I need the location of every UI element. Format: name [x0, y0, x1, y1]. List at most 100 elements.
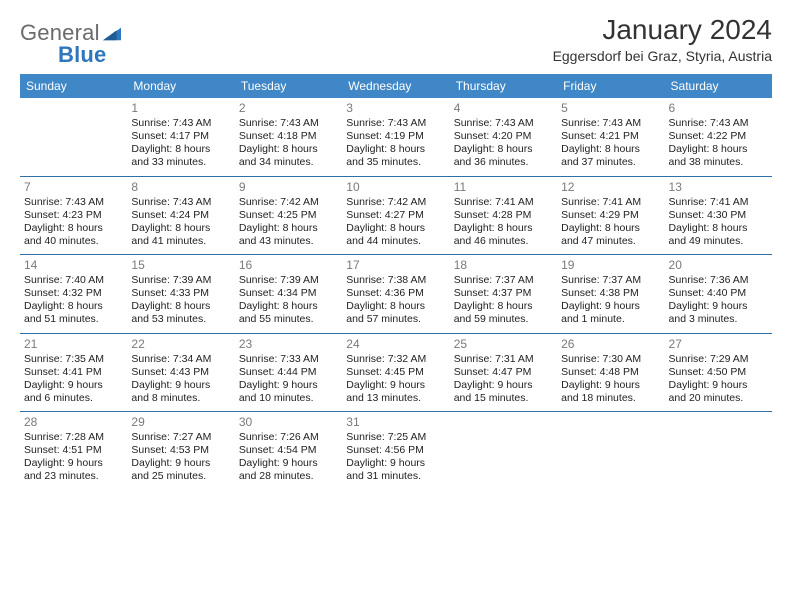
sunset-line: Sunset: 4:24 PM	[131, 209, 230, 222]
sunrise-line: Sunrise: 7:43 AM	[131, 117, 230, 130]
sunset-line: Sunset: 4:41 PM	[24, 366, 123, 379]
month-title: January 2024	[553, 14, 772, 46]
sunset-line: Sunset: 4:38 PM	[561, 287, 660, 300]
sunrise-line: Sunrise: 7:40 AM	[24, 274, 123, 287]
sunset-line: Sunset: 4:20 PM	[454, 130, 553, 143]
daylight-line: Daylight: 9 hours	[561, 379, 660, 392]
day-number: 6	[669, 101, 768, 116]
sunrise-line: Sunrise: 7:37 AM	[454, 274, 553, 287]
daylight-line: Daylight: 8 hours	[131, 300, 230, 313]
calendar-body: 1Sunrise: 7:43 AMSunset: 4:17 PMDaylight…	[20, 98, 772, 490]
day-number: 13	[669, 180, 768, 195]
calendar-cell: 18Sunrise: 7:37 AMSunset: 4:37 PMDayligh…	[450, 255, 557, 334]
day-number: 16	[239, 258, 338, 273]
sunset-line: Sunset: 4:40 PM	[669, 287, 768, 300]
daylight-line: and 51 minutes.	[24, 313, 123, 326]
sunset-line: Sunset: 4:51 PM	[24, 444, 123, 457]
logo: GeneralBlue	[20, 14, 123, 68]
calendar-cell: 27Sunrise: 7:29 AMSunset: 4:50 PMDayligh…	[665, 333, 772, 412]
calendar-cell: 3Sunrise: 7:43 AMSunset: 4:19 PMDaylight…	[342, 98, 449, 176]
daylight-line: and 47 minutes.	[561, 235, 660, 248]
daylight-line: Daylight: 8 hours	[346, 300, 445, 313]
day-number: 14	[24, 258, 123, 273]
daylight-line: and 13 minutes.	[346, 392, 445, 405]
calendar-cell: 17Sunrise: 7:38 AMSunset: 4:36 PMDayligh…	[342, 255, 449, 334]
sunset-line: Sunset: 4:47 PM	[454, 366, 553, 379]
daylight-line: Daylight: 8 hours	[669, 143, 768, 156]
day-number: 2	[239, 101, 338, 116]
daylight-line: Daylight: 8 hours	[454, 222, 553, 235]
sunset-line: Sunset: 4:45 PM	[346, 366, 445, 379]
day-number: 27	[669, 337, 768, 352]
sunrise-line: Sunrise: 7:26 AM	[239, 431, 338, 444]
sunrise-line: Sunrise: 7:30 AM	[561, 353, 660, 366]
calendar-cell: 4Sunrise: 7:43 AMSunset: 4:20 PMDaylight…	[450, 98, 557, 176]
day-number: 11	[454, 180, 553, 195]
sunrise-line: Sunrise: 7:35 AM	[24, 353, 123, 366]
daylight-line: Daylight: 8 hours	[239, 222, 338, 235]
logo-triangle-icon	[101, 25, 123, 43]
daylight-line: and 6 minutes.	[24, 392, 123, 405]
calendar-cell: 7Sunrise: 7:43 AMSunset: 4:23 PMDaylight…	[20, 176, 127, 255]
sunrise-line: Sunrise: 7:43 AM	[454, 117, 553, 130]
sunset-line: Sunset: 4:56 PM	[346, 444, 445, 457]
sunrise-line: Sunrise: 7:33 AM	[239, 353, 338, 366]
daylight-line: Daylight: 8 hours	[24, 300, 123, 313]
calendar-cell: 12Sunrise: 7:41 AMSunset: 4:29 PMDayligh…	[557, 176, 664, 255]
daylight-line: and 36 minutes.	[454, 156, 553, 169]
daylight-line: and 25 minutes.	[131, 470, 230, 483]
daylight-line: Daylight: 9 hours	[239, 379, 338, 392]
daylight-line: and 18 minutes.	[561, 392, 660, 405]
daylight-line: and 34 minutes.	[239, 156, 338, 169]
sunrise-line: Sunrise: 7:41 AM	[561, 196, 660, 209]
daylight-line: Daylight: 9 hours	[669, 300, 768, 313]
day-number: 7	[24, 180, 123, 195]
calendar-cell: 9Sunrise: 7:42 AMSunset: 4:25 PMDaylight…	[235, 176, 342, 255]
daylight-line: Daylight: 9 hours	[24, 379, 123, 392]
day-number: 20	[669, 258, 768, 273]
header: GeneralBlue January 2024 Eggersdorf bei …	[20, 14, 772, 68]
sunrise-line: Sunrise: 7:39 AM	[131, 274, 230, 287]
weekday-header: Wednesday	[342, 74, 449, 98]
daylight-line: and 33 minutes.	[131, 156, 230, 169]
daylight-line: Daylight: 9 hours	[454, 379, 553, 392]
calendar-cell: 29Sunrise: 7:27 AMSunset: 4:53 PMDayligh…	[127, 412, 234, 490]
calendar-cell: 13Sunrise: 7:41 AMSunset: 4:30 PMDayligh…	[665, 176, 772, 255]
daylight-line: and 43 minutes.	[239, 235, 338, 248]
daylight-line: Daylight: 9 hours	[346, 379, 445, 392]
daylight-line: and 57 minutes.	[346, 313, 445, 326]
calendar-cell: 15Sunrise: 7:39 AMSunset: 4:33 PMDayligh…	[127, 255, 234, 334]
calendar-cell: 16Sunrise: 7:39 AMSunset: 4:34 PMDayligh…	[235, 255, 342, 334]
daylight-line: and 10 minutes.	[239, 392, 338, 405]
day-number: 10	[346, 180, 445, 195]
calendar-row: 28Sunrise: 7:28 AMSunset: 4:51 PMDayligh…	[20, 412, 772, 490]
daylight-line: Daylight: 9 hours	[131, 457, 230, 470]
day-number: 29	[131, 415, 230, 430]
daylight-line: Daylight: 8 hours	[131, 222, 230, 235]
sunset-line: Sunset: 4:32 PM	[24, 287, 123, 300]
sunset-line: Sunset: 4:44 PM	[239, 366, 338, 379]
day-number: 12	[561, 180, 660, 195]
sunrise-line: Sunrise: 7:43 AM	[346, 117, 445, 130]
daylight-line: Daylight: 8 hours	[346, 143, 445, 156]
daylight-line: Daylight: 8 hours	[239, 143, 338, 156]
daylight-line: Daylight: 8 hours	[346, 222, 445, 235]
daylight-line: Daylight: 8 hours	[24, 222, 123, 235]
day-number: 21	[24, 337, 123, 352]
calendar-cell	[557, 412, 664, 490]
calendar-cell: 5Sunrise: 7:43 AMSunset: 4:21 PMDaylight…	[557, 98, 664, 176]
day-number: 25	[454, 337, 553, 352]
daylight-line: and 23 minutes.	[24, 470, 123, 483]
day-number: 26	[561, 337, 660, 352]
calendar-cell	[665, 412, 772, 490]
daylight-line: and 38 minutes.	[669, 156, 768, 169]
calendar-cell: 26Sunrise: 7:30 AMSunset: 4:48 PMDayligh…	[557, 333, 664, 412]
sunset-line: Sunset: 4:29 PM	[561, 209, 660, 222]
calendar-cell: 23Sunrise: 7:33 AMSunset: 4:44 PMDayligh…	[235, 333, 342, 412]
calendar-cell: 31Sunrise: 7:25 AMSunset: 4:56 PMDayligh…	[342, 412, 449, 490]
daylight-line: and 41 minutes.	[131, 235, 230, 248]
weekday-header-row: Sunday Monday Tuesday Wednesday Thursday…	[20, 74, 772, 98]
calendar-cell	[20, 98, 127, 176]
weekday-header: Thursday	[450, 74, 557, 98]
daylight-line: Daylight: 8 hours	[454, 300, 553, 313]
